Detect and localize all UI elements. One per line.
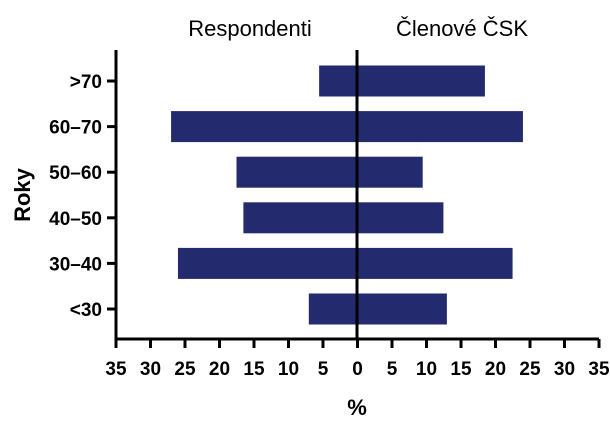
y-tick-label-2: 50–60 bbox=[49, 163, 102, 184]
x-tick-label-13: 30 bbox=[554, 359, 575, 380]
x-tick-label-11: 20 bbox=[485, 359, 506, 380]
x-tick-label-1: 30 bbox=[140, 359, 161, 380]
series-title-right: Členové ČSK bbox=[396, 16, 528, 41]
x-tick-label-3: 20 bbox=[209, 359, 230, 380]
x-tick-label-6: 5 bbox=[318, 359, 329, 380]
x-tick-label-5: 10 bbox=[278, 359, 299, 380]
bar-left-4 bbox=[177, 247, 357, 279]
y-axis-title: Roky bbox=[10, 167, 35, 222]
x-tick-label-4: 15 bbox=[243, 359, 265, 380]
bar-right-5 bbox=[357, 293, 447, 325]
labels-group: >70 60–70 50–60 40–50 30–40 <30 35 30 25 20 15 10 5 0… bbox=[10, 16, 610, 420]
bar-left-0 bbox=[319, 65, 357, 97]
bar-right-3 bbox=[357, 202, 444, 234]
bar-right-4 bbox=[357, 247, 513, 279]
bars-group bbox=[171, 65, 523, 325]
y-tick-label-3: 40–50 bbox=[49, 209, 102, 230]
x-tick-label-9: 10 bbox=[416, 359, 437, 380]
x-tick-label-10: 15 bbox=[450, 359, 472, 380]
bar-left-1 bbox=[171, 111, 357, 143]
y-tick-label-1: 60–70 bbox=[49, 118, 102, 139]
bar-left-3 bbox=[243, 202, 357, 234]
x-tick-label-8: 5 bbox=[387, 359, 398, 380]
x-tick-label-0: 35 bbox=[105, 359, 127, 380]
bar-right-2 bbox=[357, 156, 423, 188]
bar-left-2 bbox=[236, 156, 357, 188]
x-tick-label-14: 35 bbox=[588, 359, 610, 380]
x-axis-title: % bbox=[347, 395, 367, 420]
x-tick-label-12: 25 bbox=[519, 359, 541, 380]
axes-group bbox=[107, 50, 601, 348]
bar-right-1 bbox=[357, 111, 523, 143]
y-tick-label-5: <30 bbox=[70, 300, 102, 321]
series-title-left: Respondenti bbox=[188, 16, 312, 41]
bar-right-0 bbox=[357, 65, 485, 97]
x-tick-label-7: 0 bbox=[352, 359, 363, 380]
y-tick-label-0: >70 bbox=[70, 72, 102, 93]
y-tick-label-4: 30–40 bbox=[49, 254, 102, 275]
bar-left-5 bbox=[308, 293, 357, 325]
x-tick-label-2: 25 bbox=[174, 359, 196, 380]
